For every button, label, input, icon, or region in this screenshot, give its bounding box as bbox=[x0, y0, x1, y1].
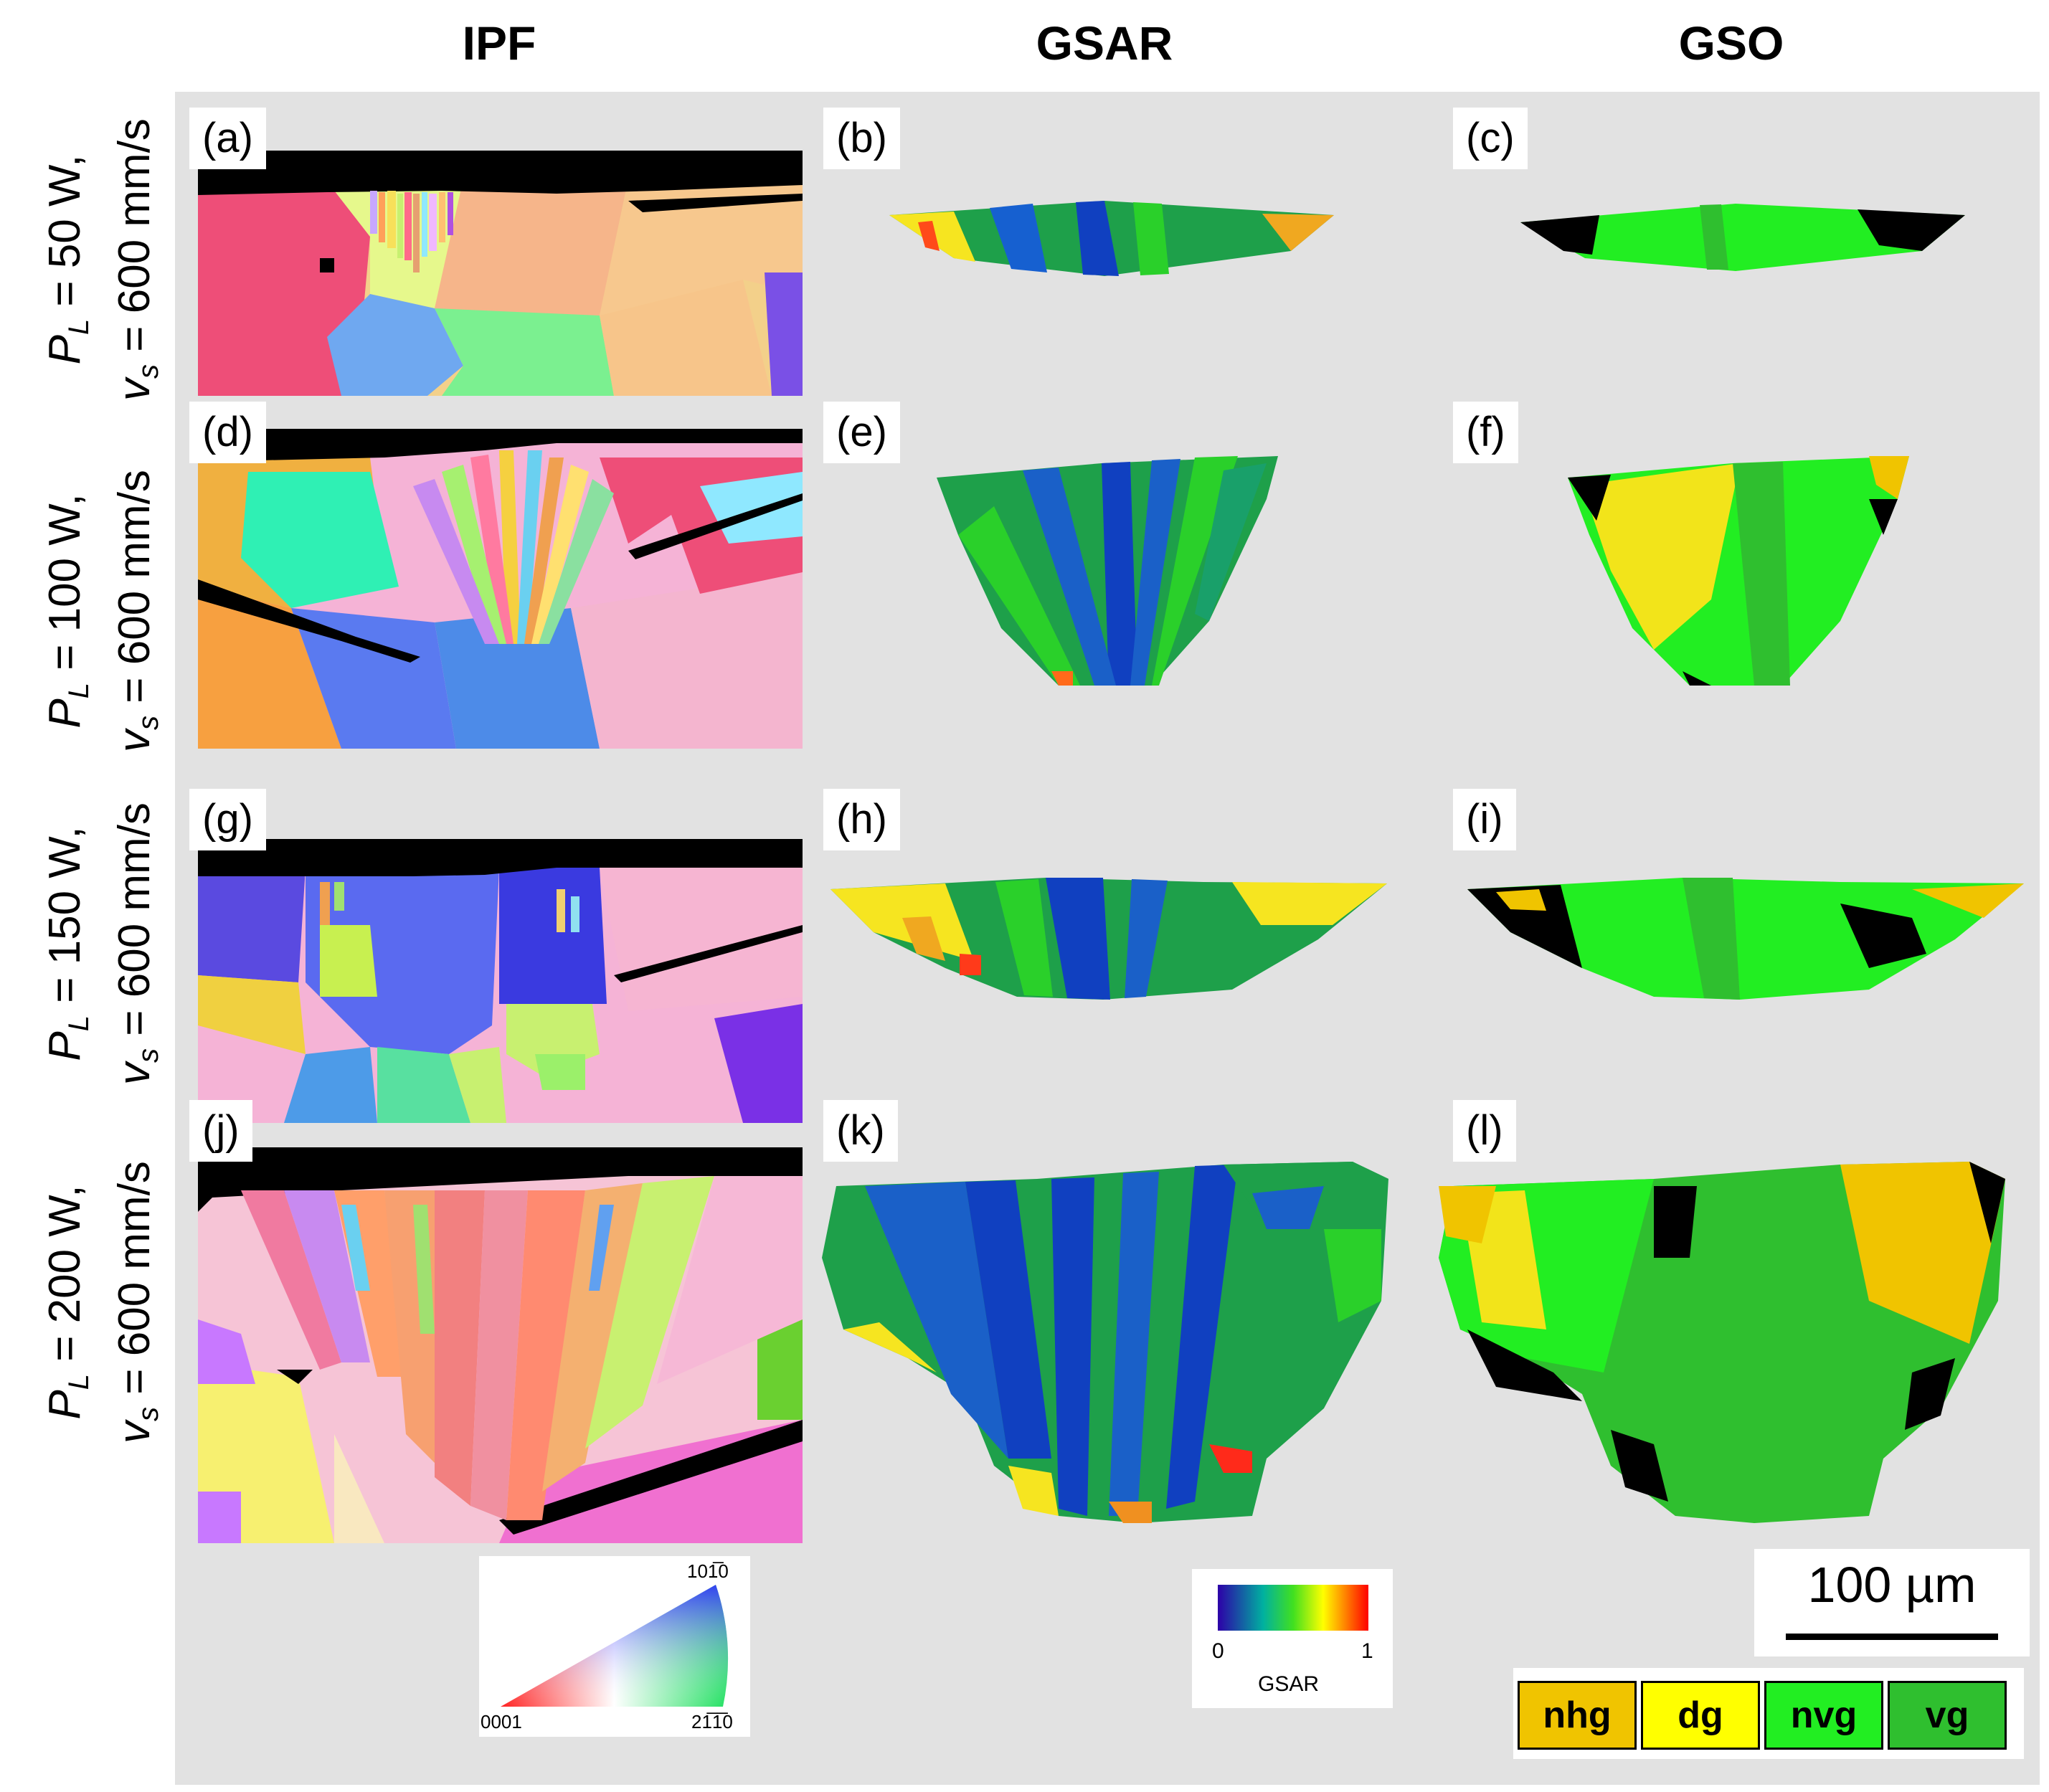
panel-label-d: (d) bbox=[189, 402, 266, 463]
panel-label-g: (g) bbox=[189, 789, 266, 850]
row-label-2: PL = 100 W, vs = 600 mm/s bbox=[40, 470, 164, 752]
panel-label-l: (l) bbox=[1453, 1100, 1516, 1162]
panel-label-i: (i) bbox=[1453, 789, 1516, 850]
ipf-label-left: 0001 bbox=[481, 1711, 522, 1732]
gso-legend-dg: dg bbox=[1641, 1681, 1760, 1750]
panel-label-k: (k) bbox=[823, 1100, 898, 1162]
gso-map-f bbox=[1568, 456, 1909, 686]
columnar-grains bbox=[370, 191, 453, 272]
gso-legend-nvg: nvg bbox=[1764, 1681, 1883, 1750]
ipf-color-key: 101̅0 0001 21̅1̅0 bbox=[479, 1556, 750, 1737]
panel-label-f: (f) bbox=[1453, 402, 1518, 463]
gso-legend: nhg dg nvg vg bbox=[1513, 1668, 2024, 1759]
row-label-1: PL = 50 W, vs = 600 mm/s bbox=[40, 118, 164, 401]
scale-bar: 100 µm bbox=[1754, 1549, 2030, 1656]
gso-legend-vg: vg bbox=[1888, 1681, 2007, 1750]
gso-map-i bbox=[1467, 878, 2024, 1000]
gsar-map-h bbox=[831, 878, 1387, 1000]
panel-label-a: (a) bbox=[189, 108, 266, 169]
gsar-map-b bbox=[889, 201, 1334, 276]
gsar-map-e bbox=[937, 456, 1278, 686]
ipf-map-g bbox=[198, 839, 803, 1123]
dense-grains bbox=[241, 1176, 803, 1520]
column-header-gso: GSO bbox=[1678, 16, 1784, 70]
ipf-map-d bbox=[198, 429, 803, 749]
panel-label-e: (e) bbox=[823, 402, 900, 463]
column-header-gsar: GSAR bbox=[1036, 16, 1173, 70]
ipf-label-right: 21̅1̅0 bbox=[691, 1711, 733, 1732]
ipf-label-top: 101̅0 bbox=[687, 1560, 729, 1582]
gso-legend-nhg: nhg bbox=[1518, 1681, 1637, 1750]
gsar-max: 1 bbox=[1361, 1639, 1373, 1663]
gsar-min: 0 bbox=[1212, 1639, 1224, 1663]
row-label-3: PL = 150 W, vs = 600 mm/s bbox=[40, 802, 164, 1085]
gso-map-l bbox=[1439, 1162, 2005, 1523]
panel-label-h: (h) bbox=[823, 789, 900, 850]
gsar-gradient bbox=[1218, 1585, 1368, 1631]
scale-bar-line bbox=[1786, 1634, 1998, 1640]
column-header-ipf: IPF bbox=[462, 16, 536, 70]
row-label-4: PL = 200 W, vs = 600 mm/s bbox=[40, 1161, 164, 1443]
gso-map-c bbox=[1520, 204, 1965, 271]
gsar-map-k bbox=[822, 1162, 1388, 1523]
ipf-map-a bbox=[198, 151, 803, 396]
fan-grains bbox=[413, 450, 614, 644]
tilted-grains bbox=[320, 882, 579, 932]
panel-label-j: (j) bbox=[189, 1100, 252, 1162]
ipf-map-j bbox=[198, 1147, 803, 1543]
panel-label-b: (b) bbox=[823, 108, 900, 169]
ipf-triangle: 101̅0 0001 21̅1̅0 bbox=[481, 1560, 733, 1732]
gsar-color-bar: 0 1 GSAR bbox=[1192, 1569, 1393, 1708]
scale-bar-label: 100 µm bbox=[1807, 1557, 1977, 1613]
gsar-title: GSAR bbox=[1258, 1672, 1319, 1696]
panel-label-c: (c) bbox=[1453, 108, 1528, 169]
